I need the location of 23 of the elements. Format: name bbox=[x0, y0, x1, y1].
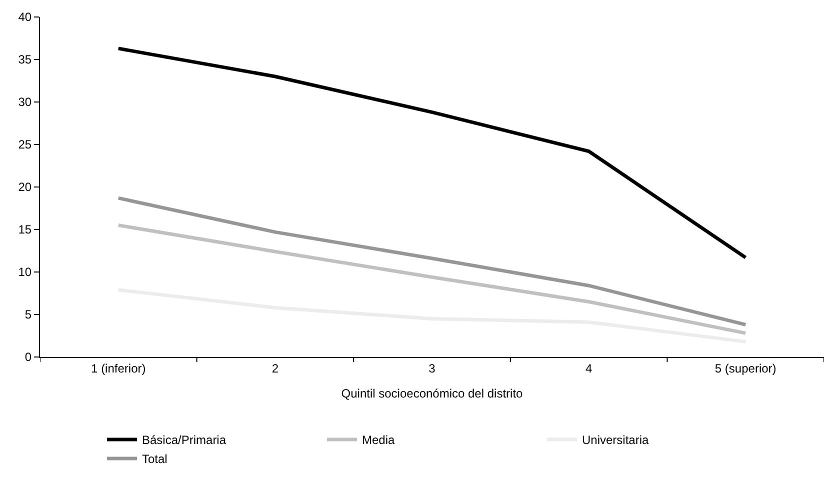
x-tick-label: 3 bbox=[428, 361, 436, 376]
y-tick-label: 25 bbox=[18, 138, 32, 152]
legend-label: Total bbox=[142, 452, 168, 466]
legend-label: Media bbox=[362, 433, 396, 448]
x-tick-label: 4 bbox=[585, 361, 592, 376]
line-series bbox=[116, 288, 748, 344]
y-tick-label: 40 bbox=[18, 10, 32, 24]
legend-label: Básica/Primaria bbox=[142, 433, 226, 448]
y-tick-label: 0 bbox=[24, 350, 32, 364]
x-tick-label: 1 (inferior) bbox=[91, 361, 146, 376]
x-axis-title: Quintil socioeconómico del distrito bbox=[341, 386, 524, 400]
legend-label: Universitaria bbox=[582, 433, 650, 448]
line-series bbox=[116, 196, 748, 326]
y-tick-label: 30 bbox=[18, 95, 32, 110]
x-tick-label: 2 bbox=[272, 361, 279, 376]
line-series bbox=[116, 46, 748, 260]
line-series bbox=[116, 224, 748, 335]
x-tick-label: 5 (superior) bbox=[714, 361, 776, 376]
y-tick-label: 35 bbox=[18, 52, 32, 67]
y-tick-label: 20 bbox=[18, 180, 32, 194]
y-tick-label: 15 bbox=[18, 222, 32, 237]
y-tick-label: 10 bbox=[18, 265, 32, 280]
y-tick-label: 5 bbox=[24, 308, 32, 322]
